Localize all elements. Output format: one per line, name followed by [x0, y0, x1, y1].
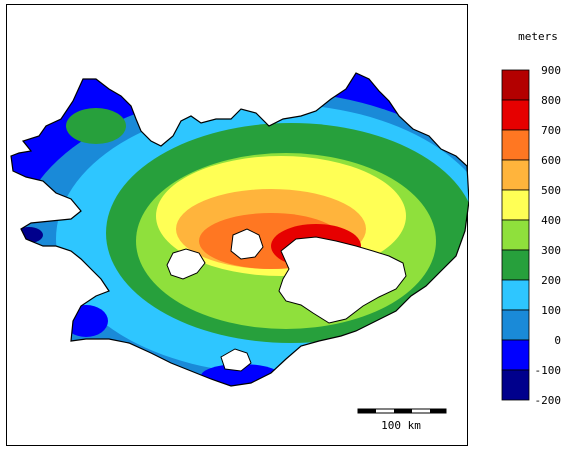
scale-bar-label: 100 km: [381, 419, 421, 432]
legend-tick-label: 500: [541, 184, 561, 197]
legend-swatch: [501, 129, 530, 161]
legend-swatch: [501, 369, 530, 401]
legend-tick-label: 100: [541, 304, 561, 317]
legend-swatch: [501, 69, 530, 101]
legend-tick-label: 800: [541, 94, 561, 107]
legend-swatch: [501, 189, 530, 221]
legend-swatch: [501, 159, 530, 191]
contour-fill-layer: [11, 73, 469, 386]
legend-swatch: [501, 219, 530, 251]
scale-bar: [357, 408, 447, 414]
glacier-langjokull: [166, 248, 206, 280]
legend-swatches: [501, 69, 530, 401]
legend-tick-label: 600: [541, 154, 561, 167]
glacier-myrdalsjokull: [220, 348, 252, 372]
legend-swatch: [501, 309, 530, 341]
legend-tick-label: 700: [541, 124, 561, 137]
legend-tick-label: 0: [554, 334, 561, 347]
legend-swatch: [501, 279, 530, 311]
legend-tick-label: 300: [541, 244, 561, 257]
legend-swatch: [501, 249, 530, 281]
legend-tick-label: -100: [535, 364, 562, 377]
legend-unit: meters: [518, 30, 558, 43]
coastline: [10, 72, 469, 387]
glacier-vatnajokull: [278, 236, 407, 324]
legend-swatch: [501, 339, 530, 371]
legend-tick-label: 200: [541, 274, 561, 287]
glacier-hofsjokull: [230, 228, 264, 260]
uplift-map: 100 km: [10, 72, 469, 432]
legend-swatch: [501, 99, 530, 131]
legend-labels: 900 800 700 600 500 400 300 200 100 0 -100 -200: [535, 64, 562, 407]
legend-tick-label: -200: [535, 394, 562, 407]
legend-tick-label: 400: [541, 214, 561, 227]
map-frame: 100 km: [6, 4, 469, 446]
legend-tick-label: 900: [541, 64, 561, 77]
